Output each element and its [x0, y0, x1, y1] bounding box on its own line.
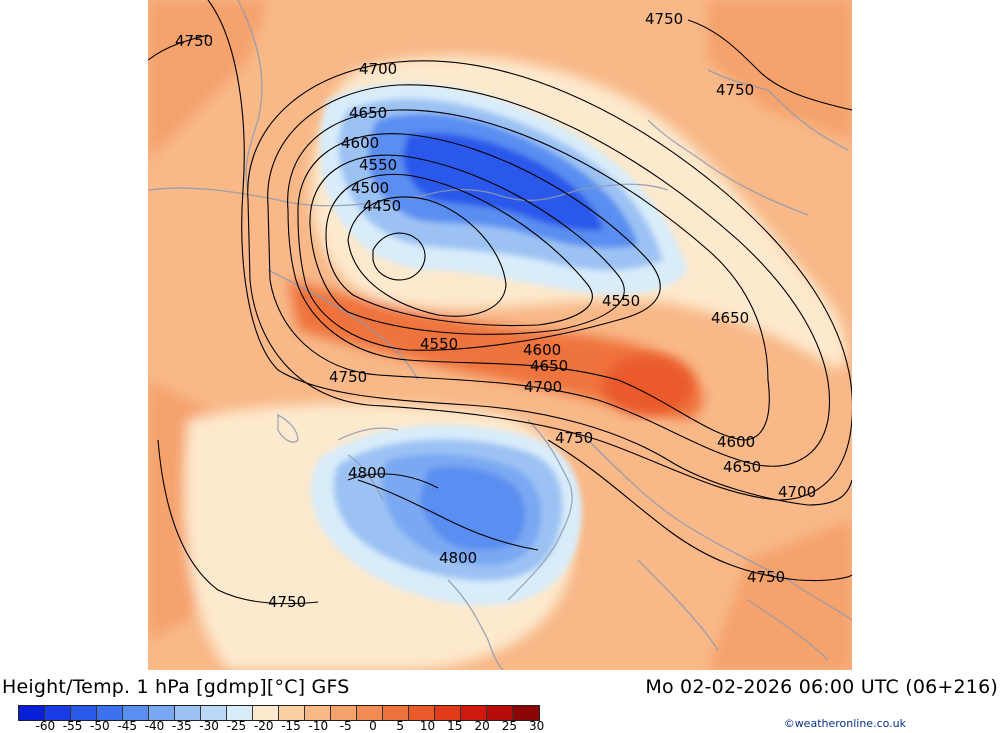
credit-link[interactable]: ©weatheronline.co.uk	[783, 717, 906, 730]
color-scale-labels: -60 -55 -50 -45 -40 -35 -30 -25 -20 -15 -10 -5 0 5 10 1…	[18, 720, 564, 733]
color-scale-swatch	[175, 706, 201, 720]
color-scale-label: -20	[253, 719, 274, 733]
contour-label: 4650	[530, 357, 568, 375]
color-scale-label: -25	[226, 719, 247, 733]
contour-label: 4650	[349, 104, 387, 122]
contour-label: 4700	[359, 60, 397, 78]
color-scale-label: -40	[144, 719, 165, 733]
contour-label: 4550	[420, 335, 458, 353]
color-scale-swatch	[97, 706, 123, 720]
color-scale-swatch	[409, 706, 435, 720]
color-scale-label: 25	[501, 719, 518, 733]
color-scale-label: 5	[396, 719, 405, 733]
contour-label: 4750	[329, 368, 367, 386]
color-scale	[18, 705, 540, 721]
color-scale-label: 10	[419, 719, 436, 733]
color-scale-label: -5	[339, 719, 352, 733]
contour-label: 4700	[524, 378, 562, 396]
coastlines	[148, 0, 852, 670]
color-scale-swatch	[487, 706, 513, 720]
contour-label: 4700	[778, 483, 816, 501]
color-scale-label: -50	[90, 719, 110, 733]
cold-pool-south	[311, 424, 582, 606]
color-scale-swatch	[45, 706, 71, 720]
contour-label: 4550	[602, 292, 640, 310]
color-scale-label: -10	[308, 719, 329, 733]
color-scale-label: -55	[62, 719, 83, 733]
color-scale-label: 0	[369, 719, 377, 733]
contour-label: 4550	[359, 156, 397, 174]
map-title: Height/Temp. 1 hPa [gdmp][°C] GFS	[2, 676, 350, 698]
color-scale-swatch	[149, 706, 175, 720]
contour-label: 4600	[341, 134, 379, 152]
contour-label: 4750	[716, 81, 754, 99]
contour-label: 4650	[723, 458, 761, 476]
color-scale-label: 30	[529, 719, 545, 733]
contour-label: 4800	[439, 549, 477, 567]
contour-label: 4750	[268, 593, 306, 611]
color-scale-swatch	[227, 706, 253, 720]
color-scale-swatch	[19, 706, 45, 720]
contour-label: 4750	[175, 32, 213, 50]
contour-label: 4650	[711, 309, 749, 327]
color-scale-swatch	[461, 706, 487, 720]
height-contours	[148, 0, 852, 605]
contour-label: 4750	[645, 10, 683, 28]
contour-label: 4500	[351, 179, 389, 197]
contour-label: 4450	[363, 197, 401, 215]
color-scale-swatch	[123, 706, 149, 720]
color-scale-swatch	[71, 706, 97, 720]
color-scale-label: -15	[281, 719, 301, 733]
contour-label: 4750	[555, 429, 593, 447]
color-scale-swatch	[513, 706, 539, 720]
color-scale-swatch	[383, 706, 409, 720]
color-scale-label: -30	[199, 719, 219, 733]
color-scale-swatch	[279, 706, 305, 720]
color-scale-swatch	[435, 706, 461, 720]
contour-labels: 4750 4750 4750 4700 4650 4600 4550 4500 …	[175, 10, 816, 611]
color-scale-label: -60	[35, 719, 56, 733]
color-scale-label: -35	[171, 719, 192, 733]
color-scale-label: 15	[447, 719, 463, 733]
temperature-height-map: 4750 4750 4750 4700 4650 4600 4550 4500 …	[148, 0, 852, 670]
warm-core-east	[603, 355, 693, 415]
color-scale-swatch	[253, 706, 279, 720]
color-scale-swatch	[357, 706, 383, 720]
color-scale-label: 20	[474, 719, 490, 733]
contour-label: 4600	[523, 341, 561, 359]
contour-label: 4600	[717, 433, 755, 451]
color-scale-swatch	[201, 706, 227, 720]
contour-label: 4750	[747, 568, 785, 586]
valid-time: Mo 02-02-2026 06:00 UTC (06+216)	[645, 676, 998, 698]
color-scale-label: -45	[117, 719, 137, 733]
contour-label: 4800	[348, 464, 386, 482]
color-scale-swatch	[305, 706, 331, 720]
color-scale-swatch	[331, 706, 357, 720]
